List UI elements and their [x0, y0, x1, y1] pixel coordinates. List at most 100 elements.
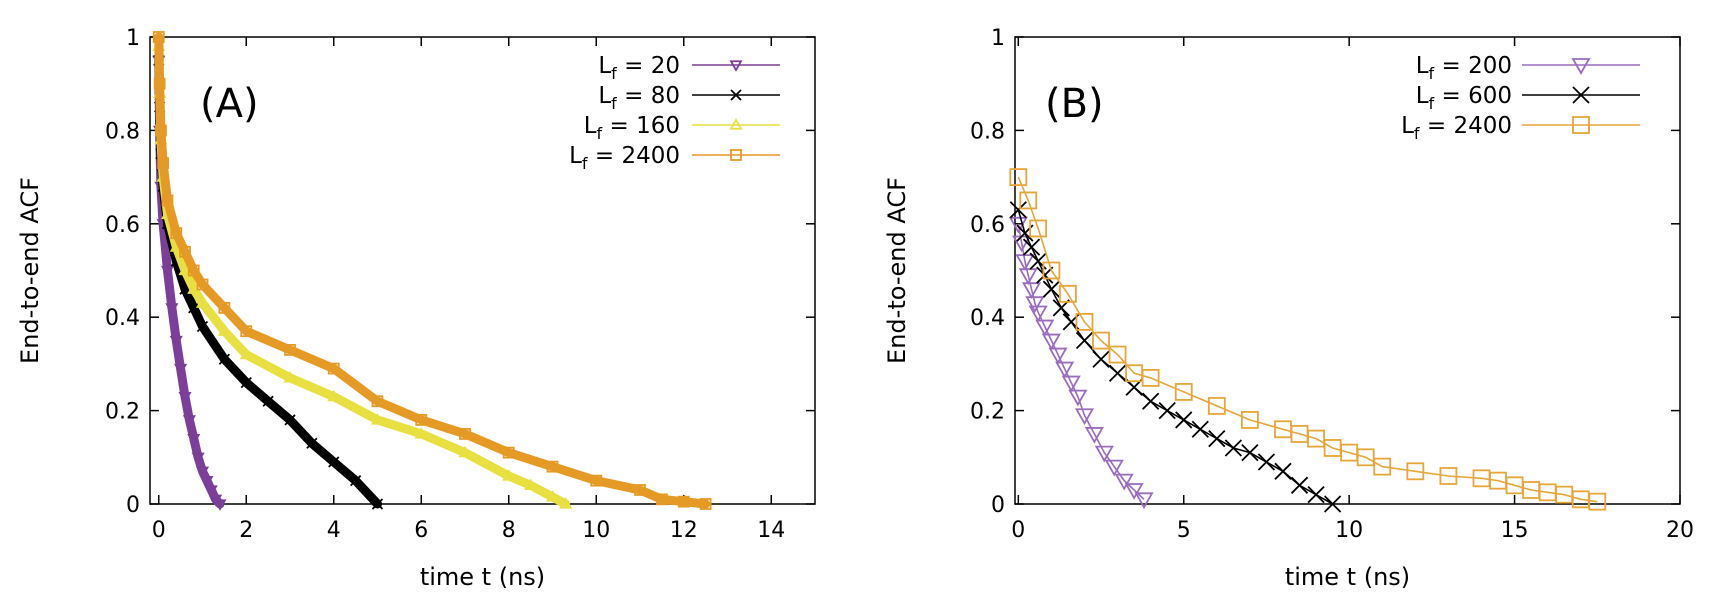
data-point [1025, 296, 1045, 314]
data-point [160, 265, 175, 278]
series-2400 [152, 31, 712, 510]
data-point [1588, 492, 1607, 511]
plot-frame [149, 36, 816, 505]
legend-value: 600 [1468, 83, 1512, 109]
data-point [1036, 266, 1054, 284]
data-point [213, 499, 227, 511]
legend-equals: = [602, 113, 636, 139]
data-point [1307, 486, 1325, 504]
data-point [153, 77, 166, 90]
legend-value: 20 [651, 53, 680, 79]
data-point [328, 456, 340, 468]
x-axis-label: time t (ns) [1285, 563, 1410, 591]
legend-marker [1572, 86, 1590, 104]
data-point [1074, 408, 1095, 426]
data-point [1257, 453, 1276, 471]
series-2400 [1009, 168, 1607, 511]
legend-subscript: f [611, 94, 617, 113]
data-point [349, 475, 362, 487]
data-point [1042, 261, 1061, 280]
y-tick-label: 0.6 [105, 213, 140, 238]
series-200 [1008, 216, 1154, 510]
data-point [415, 414, 428, 426]
data-point [1224, 439, 1242, 457]
data-point [371, 395, 384, 408]
legend-value: 200 [1468, 53, 1512, 79]
data-point [262, 395, 274, 407]
data-point [327, 389, 341, 402]
legend-equals: = [1434, 53, 1468, 79]
data-point [370, 413, 385, 425]
panel-label: (A) [200, 81, 259, 127]
data-point [1356, 448, 1375, 467]
data-point [1075, 331, 1094, 350]
data-point [1104, 459, 1124, 477]
legend-value: 80 [651, 83, 680, 109]
data-point [1373, 457, 1392, 476]
data-point [1114, 473, 1134, 491]
data-point [1075, 312, 1094, 331]
y-tick-label: 0.2 [105, 400, 140, 425]
data-point [1028, 305, 1048, 323]
y-tick-label: 0.2 [970, 400, 1005, 425]
data-point [283, 371, 297, 383]
x-tick-label: 10 [1335, 518, 1363, 543]
data-point [240, 376, 252, 389]
data-point [187, 264, 200, 277]
data-point [191, 452, 205, 465]
data-point [502, 469, 516, 481]
legend-marker [729, 60, 743, 72]
data-point [1290, 476, 1309, 494]
x-tick-label: 6 [414, 518, 428, 543]
x-tick-label: 12 [670, 518, 698, 543]
legend-subscript: f [1429, 94, 1435, 113]
data-point [284, 414, 296, 426]
legend-marker [1572, 116, 1590, 134]
data-point [1009, 168, 1028, 187]
data-point [1015, 254, 1035, 271]
data-point [1022, 238, 1041, 256]
y-tick-label: 0.4 [105, 306, 140, 331]
data-point [187, 282, 201, 294]
data-point [178, 391, 192, 404]
data-point [1059, 284, 1077, 303]
data-point [178, 263, 192, 276]
y-tick-label: 1 [991, 26, 1005, 51]
data-point [545, 490, 560, 502]
data-point [1141, 369, 1160, 387]
data-point [179, 245, 191, 258]
legend-subscript: f [582, 154, 588, 173]
data-point [559, 497, 573, 509]
legend-equals: = [1434, 83, 1468, 109]
y-tick-label: 0.8 [105, 119, 140, 144]
plot-frame [1014, 36, 1681, 505]
data-point [590, 474, 603, 487]
data-point [195, 296, 210, 308]
legend-subscript: f [1429, 64, 1435, 83]
data-point [1021, 282, 1042, 299]
legend-value: 160 [636, 113, 680, 139]
y-tick-label: 0.8 [970, 119, 1005, 144]
data-point [1158, 401, 1176, 420]
data-point [459, 428, 471, 440]
legend-prefix: L [1416, 83, 1429, 109]
data-point [182, 415, 196, 427]
data-point [458, 445, 472, 458]
data-point [546, 460, 559, 473]
data-point [155, 124, 167, 137]
data-point [1041, 333, 1061, 351]
y-tick-label: 0 [991, 493, 1005, 518]
data-point [218, 353, 231, 365]
legend-label: Lf = 200 [1416, 53, 1512, 83]
data-point [1174, 383, 1193, 401]
data-point [677, 495, 690, 508]
data-point [1094, 445, 1114, 463]
data-point [1134, 492, 1154, 510]
legend-prefix: L [598, 53, 611, 79]
legend-prefix: L [584, 113, 597, 139]
data-point [284, 343, 296, 356]
data-point [174, 363, 188, 376]
data-point [1029, 219, 1048, 238]
